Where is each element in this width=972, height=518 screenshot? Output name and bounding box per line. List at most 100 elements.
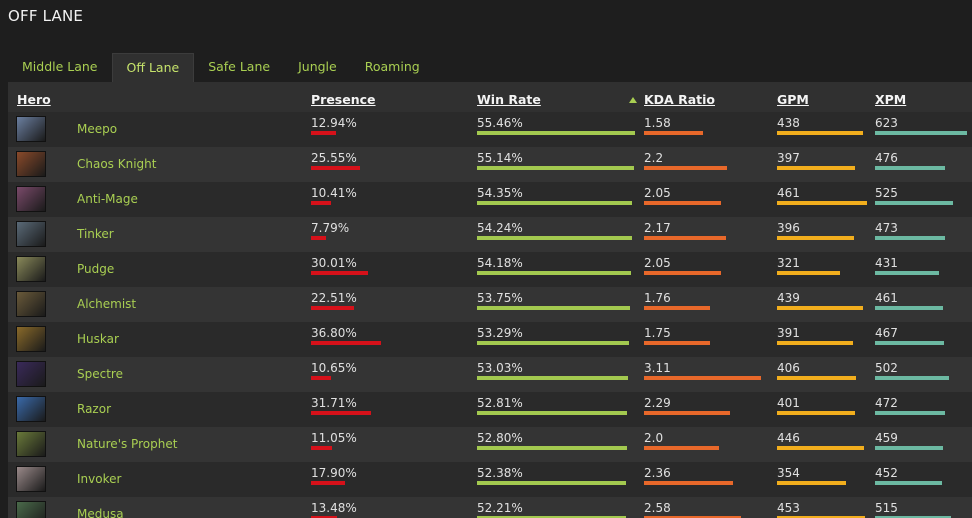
table-header: Hero Presence Win Rate KDA Ratio GPM XPM	[8, 82, 972, 112]
gpm-bar	[777, 131, 863, 135]
winrate-value: 52.38%	[477, 466, 523, 480]
table-row: Huskar 36.80% 53.29% 1.75 391 467	[8, 322, 972, 357]
hero-name-link[interactable]: Meepo	[77, 122, 118, 136]
hero-name-link[interactable]: Spectre	[77, 367, 123, 381]
gpm-bar	[777, 376, 856, 380]
hero-name-link[interactable]: Razor	[77, 402, 112, 416]
winrate-value: 55.46%	[477, 116, 523, 130]
gpm-value: 438	[777, 116, 800, 130]
tab-middle-lane[interactable]: Middle Lane	[22, 59, 98, 74]
tab-off-lane[interactable]: Off Lane	[111, 53, 195, 82]
hero-portrait-icon[interactable]	[16, 151, 46, 177]
gpm-value: 461	[777, 186, 800, 200]
xpm-bar	[875, 341, 944, 345]
hero-portrait-icon[interactable]	[16, 116, 46, 142]
hero-name-link[interactable]: Huskar	[77, 332, 119, 346]
table-row: Tinker 7.79% 54.24% 2.17 396 473	[8, 217, 972, 252]
kda-bar	[644, 376, 761, 380]
kda-bar	[644, 446, 719, 450]
winrate-bar	[477, 516, 626, 518]
winrate-bar	[477, 271, 631, 275]
kda-value: 2.29	[644, 396, 671, 410]
presence-value: 10.65%	[311, 361, 357, 375]
xpm-bar	[875, 446, 943, 450]
tab-safe-lane[interactable]: Safe Lane	[208, 59, 271, 74]
hero-portrait-icon[interactable]	[16, 466, 46, 492]
presence-bar	[311, 131, 336, 135]
gpm-value: 446	[777, 431, 800, 445]
hero-portrait-icon[interactable]	[16, 431, 46, 457]
gpm-bar	[777, 516, 865, 518]
xpm-value: 459	[875, 431, 898, 445]
presence-bar	[311, 306, 354, 310]
xpm-bar	[875, 201, 953, 205]
hero-portrait-icon[interactable]	[16, 326, 46, 352]
kda-value: 2.36	[644, 466, 671, 480]
presence-bar	[311, 516, 337, 518]
xpm-value: 623	[875, 116, 898, 130]
tab-roaming[interactable]: Roaming	[364, 59, 420, 74]
hero-portrait-icon[interactable]	[16, 396, 46, 422]
hero-name-link[interactable]: Invoker	[77, 472, 122, 486]
winrate-bar	[477, 341, 629, 345]
hero-portrait-icon[interactable]	[16, 501, 46, 518]
table-row: Nature's Prophet 11.05% 52.80% 2.0 446 459	[8, 427, 972, 462]
hero-portrait-icon[interactable]	[16, 361, 46, 387]
presence-value: 30.01%	[311, 256, 357, 270]
hero-name-link[interactable]: Pudge	[77, 262, 115, 276]
winrate-bar	[477, 411, 627, 415]
table-row: Chaos Knight 25.55% 55.14% 2.2 397 476	[8, 147, 972, 182]
kda-bar	[644, 236, 726, 240]
column-header-hero[interactable]: Hero	[17, 92, 51, 107]
hero-portrait-icon[interactable]	[16, 186, 46, 212]
column-header-kda[interactable]: KDA Ratio	[644, 92, 715, 107]
xpm-value: 525	[875, 186, 898, 200]
sort-ascending-icon[interactable]	[629, 97, 637, 103]
kda-value: 2.58	[644, 501, 671, 515]
kda-bar	[644, 271, 721, 275]
kda-value: 2.05	[644, 186, 671, 200]
kda-bar	[644, 481, 733, 485]
kda-value: 2.05	[644, 256, 671, 270]
hero-name-link[interactable]: Nature's Prophet	[77, 437, 178, 451]
column-header-gpm[interactable]: GPM	[777, 92, 809, 107]
hero-portrait-icon[interactable]	[16, 221, 46, 247]
presence-value: 7.79%	[311, 221, 350, 235]
hero-name-link[interactable]: Tinker	[77, 227, 114, 241]
xpm-bar	[875, 131, 967, 135]
presence-bar	[311, 236, 326, 240]
xpm-bar	[875, 166, 945, 170]
winrate-bar	[477, 131, 635, 135]
hero-name-link[interactable]: Chaos Knight	[77, 157, 157, 171]
winrate-bar	[477, 446, 627, 450]
column-header-xpm[interactable]: XPM	[875, 92, 907, 107]
kda-bar	[644, 516, 741, 518]
hero-portrait-icon[interactable]	[16, 256, 46, 282]
xpm-value: 452	[875, 466, 898, 480]
column-header-winrate[interactable]: Win Rate	[477, 92, 541, 107]
winrate-bar	[477, 481, 626, 485]
tab-jungle[interactable]: Jungle	[298, 59, 337, 74]
presence-value: 17.90%	[311, 466, 357, 480]
kda-value: 2.0	[644, 431, 664, 445]
hero-name-link[interactable]: Medusa	[77, 507, 124, 518]
column-header-presence[interactable]: Presence	[311, 92, 376, 107]
presence-bar	[311, 166, 360, 170]
table-row: Medusa 13.48% 52.21% 2.58 453 515	[8, 497, 972, 518]
kda-value: 3.11	[644, 361, 671, 375]
hero-name-link[interactable]: Anti-Mage	[77, 192, 138, 206]
hero-portrait-icon[interactable]	[16, 291, 46, 317]
xpm-value: 476	[875, 151, 898, 165]
gpm-value: 391	[777, 326, 800, 340]
table-row: Razor 31.71% 52.81% 2.29 401 472	[8, 392, 972, 427]
winrate-value: 52.81%	[477, 396, 523, 410]
xpm-bar	[875, 271, 939, 275]
hero-name-link[interactable]: Alchemist	[77, 297, 137, 311]
presence-value: 10.41%	[311, 186, 357, 200]
kda-value: 2.2	[644, 151, 664, 165]
table-row: Alchemist 22.51% 53.75% 1.76 439 461	[8, 287, 972, 322]
winrate-value: 53.29%	[477, 326, 523, 340]
presence-value: 22.51%	[311, 291, 357, 305]
xpm-bar	[875, 376, 949, 380]
gpm-value: 406	[777, 361, 800, 375]
